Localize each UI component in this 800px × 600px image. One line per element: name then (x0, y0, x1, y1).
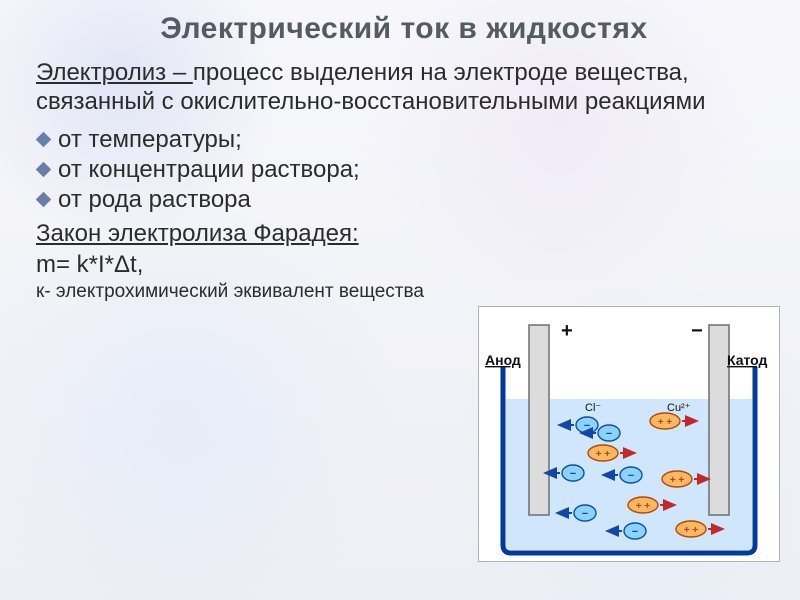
law-label: Закон электролиза Фарадея: (36, 220, 359, 247)
slide: Электрический ток в жидкостях Электролиз… (0, 0, 800, 600)
law-line: Закон электролиза Фарадея: (36, 219, 772, 249)
svg-text:+: + (561, 320, 573, 342)
svg-text:+ +: + + (670, 475, 685, 486)
formula: m= k*I*Δt, (36, 251, 772, 279)
definition-term: Электролиз – (36, 59, 193, 86)
svg-text:−: − (628, 470, 634, 482)
formula-note: к- электрохимический эквивалент вещества (36, 281, 772, 303)
electrolysis-diagram: + − Анод Катод Cl⁻ Cu²⁺ − − − − − − + + + + + + + + + + (478, 306, 780, 562)
bullet-list: от температуры; от концентрации раствора… (36, 125, 772, 215)
svg-text:Cu²⁺: Cu²⁺ (667, 402, 691, 414)
svg-text:−: − (606, 428, 612, 440)
svg-text:+ +: + + (596, 449, 611, 460)
svg-text:+ +: + + (658, 417, 673, 428)
svg-text:−: − (570, 468, 576, 480)
svg-text:+ +: + + (684, 525, 699, 536)
svg-text:Катод: Катод (727, 352, 768, 368)
list-item: от концентрации раствора; (36, 155, 772, 185)
svg-text:Cl⁻: Cl⁻ (585, 402, 601, 414)
svg-text:−: − (632, 526, 638, 538)
page-title: Электрический ток в жидкостях (36, 12, 772, 46)
svg-text:−: − (582, 508, 588, 520)
svg-text:+ +: + + (636, 501, 651, 512)
list-item: от рода раствора (36, 185, 772, 215)
svg-text:−: − (584, 420, 590, 432)
svg-text:Анод: Анод (485, 352, 521, 368)
svg-text:−: − (691, 320, 703, 342)
list-item: от температуры; (36, 125, 772, 155)
definition-paragraph: Электролиз – процесс выделения на электр… (36, 58, 772, 117)
